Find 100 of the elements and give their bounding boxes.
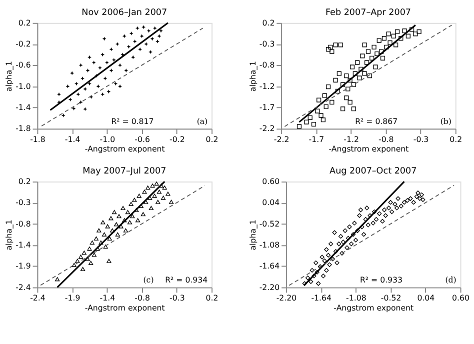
point <box>304 120 309 124</box>
point <box>355 60 360 65</box>
point <box>140 34 144 38</box>
point <box>324 104 328 109</box>
point <box>96 228 102 232</box>
x-tick-label: -0.52 <box>380 294 402 303</box>
point <box>344 73 349 78</box>
x-tick-label: -0.3 <box>413 134 429 144</box>
point <box>114 222 119 226</box>
point <box>402 28 407 34</box>
point <box>340 106 346 112</box>
point <box>330 100 334 105</box>
x-tick-label: -0.8 <box>134 294 150 303</box>
y-tick-label: -1.7 <box>259 102 275 112</box>
y-tick-label: -1.8 <box>16 124 31 134</box>
y-tick-label: 0.04 <box>262 198 280 208</box>
point <box>85 256 90 261</box>
annotation: R² = 0.934 <box>165 275 208 284</box>
point <box>123 228 128 232</box>
y-tick-label: -1.4 <box>16 102 31 112</box>
point <box>124 68 128 72</box>
x-tick-label: -0.6 <box>134 134 150 144</box>
point <box>416 29 422 34</box>
point <box>156 200 160 204</box>
point <box>336 71 342 76</box>
point <box>159 28 163 33</box>
point <box>162 186 167 190</box>
point <box>82 250 86 255</box>
point <box>384 44 389 50</box>
point <box>326 84 331 90</box>
y-axis-title: alpha_1 <box>248 220 258 250</box>
point <box>166 192 170 196</box>
point <box>80 266 86 272</box>
point <box>125 210 130 214</box>
point <box>315 108 320 114</box>
y-tick-label: -1.2 <box>259 82 275 91</box>
chart-title: May 2007–Jul 2007 <box>82 166 166 177</box>
y-axis-title: alpha_1 <box>248 60 258 92</box>
x-tick-label: -1.64 <box>311 294 332 303</box>
point <box>413 32 418 36</box>
point <box>322 93 327 98</box>
y-tick-label: -2.20 <box>259 282 280 292</box>
point <box>94 236 99 241</box>
point <box>57 92 61 96</box>
y-tick-label: -0.52 <box>259 219 280 228</box>
point <box>150 36 154 41</box>
point <box>103 76 108 80</box>
x-axis-title: -Angstrom exponent <box>84 144 165 154</box>
point <box>106 258 112 263</box>
point <box>333 42 338 48</box>
y-tick-label: 0.2 <box>18 176 31 186</box>
point <box>296 124 302 129</box>
point <box>372 44 376 50</box>
annotation: (d) <box>445 275 456 284</box>
point <box>96 84 100 88</box>
y-tick-label: -2.2 <box>259 124 275 134</box>
x-tick-label: 0.2 <box>450 134 462 144</box>
point <box>316 98 322 102</box>
point <box>406 34 410 38</box>
point <box>116 214 122 218</box>
point <box>352 71 358 76</box>
point <box>350 64 355 70</box>
point <box>388 40 392 46</box>
point <box>92 252 97 257</box>
point <box>379 49 384 54</box>
point <box>112 58 116 62</box>
chart-title: Nov 2006–Jan 2007 <box>82 8 168 18</box>
point <box>105 224 110 228</box>
annotation: (a) <box>196 116 208 126</box>
x-axis-title: -Angstrom exponent <box>334 303 414 312</box>
x-tick-label: -1.7 <box>308 134 324 144</box>
x-tick-label: 0.60 <box>452 294 470 303</box>
y-tick-label: -2.4 <box>16 282 31 292</box>
point <box>132 198 137 202</box>
point <box>78 254 84 259</box>
point <box>370 56 374 60</box>
point <box>376 38 382 43</box>
point <box>75 258 80 263</box>
x-tick-label: 0.2 <box>206 134 218 144</box>
annotation: R² = 0.933 <box>360 275 403 284</box>
point <box>394 29 400 34</box>
point <box>90 240 94 245</box>
point <box>394 42 398 48</box>
x-tick-label: -1.8 <box>30 134 46 144</box>
point <box>360 54 365 58</box>
y-tick-label: 0.2 <box>18 18 31 28</box>
y-tick-label: -0.6 <box>16 60 31 70</box>
point <box>311 122 316 127</box>
point <box>382 36 387 41</box>
point <box>333 78 338 82</box>
point <box>103 244 108 249</box>
y-tick-label: -0.8 <box>16 219 31 228</box>
x-tick-label: 0.04 <box>417 294 435 303</box>
point <box>55 277 60 282</box>
point <box>112 210 117 214</box>
y-tick-label: -0.3 <box>16 198 31 208</box>
point <box>122 34 126 38</box>
x-tick-label: -1.08 <box>346 294 366 303</box>
annotation: (b) <box>440 116 452 126</box>
point <box>380 56 386 60</box>
